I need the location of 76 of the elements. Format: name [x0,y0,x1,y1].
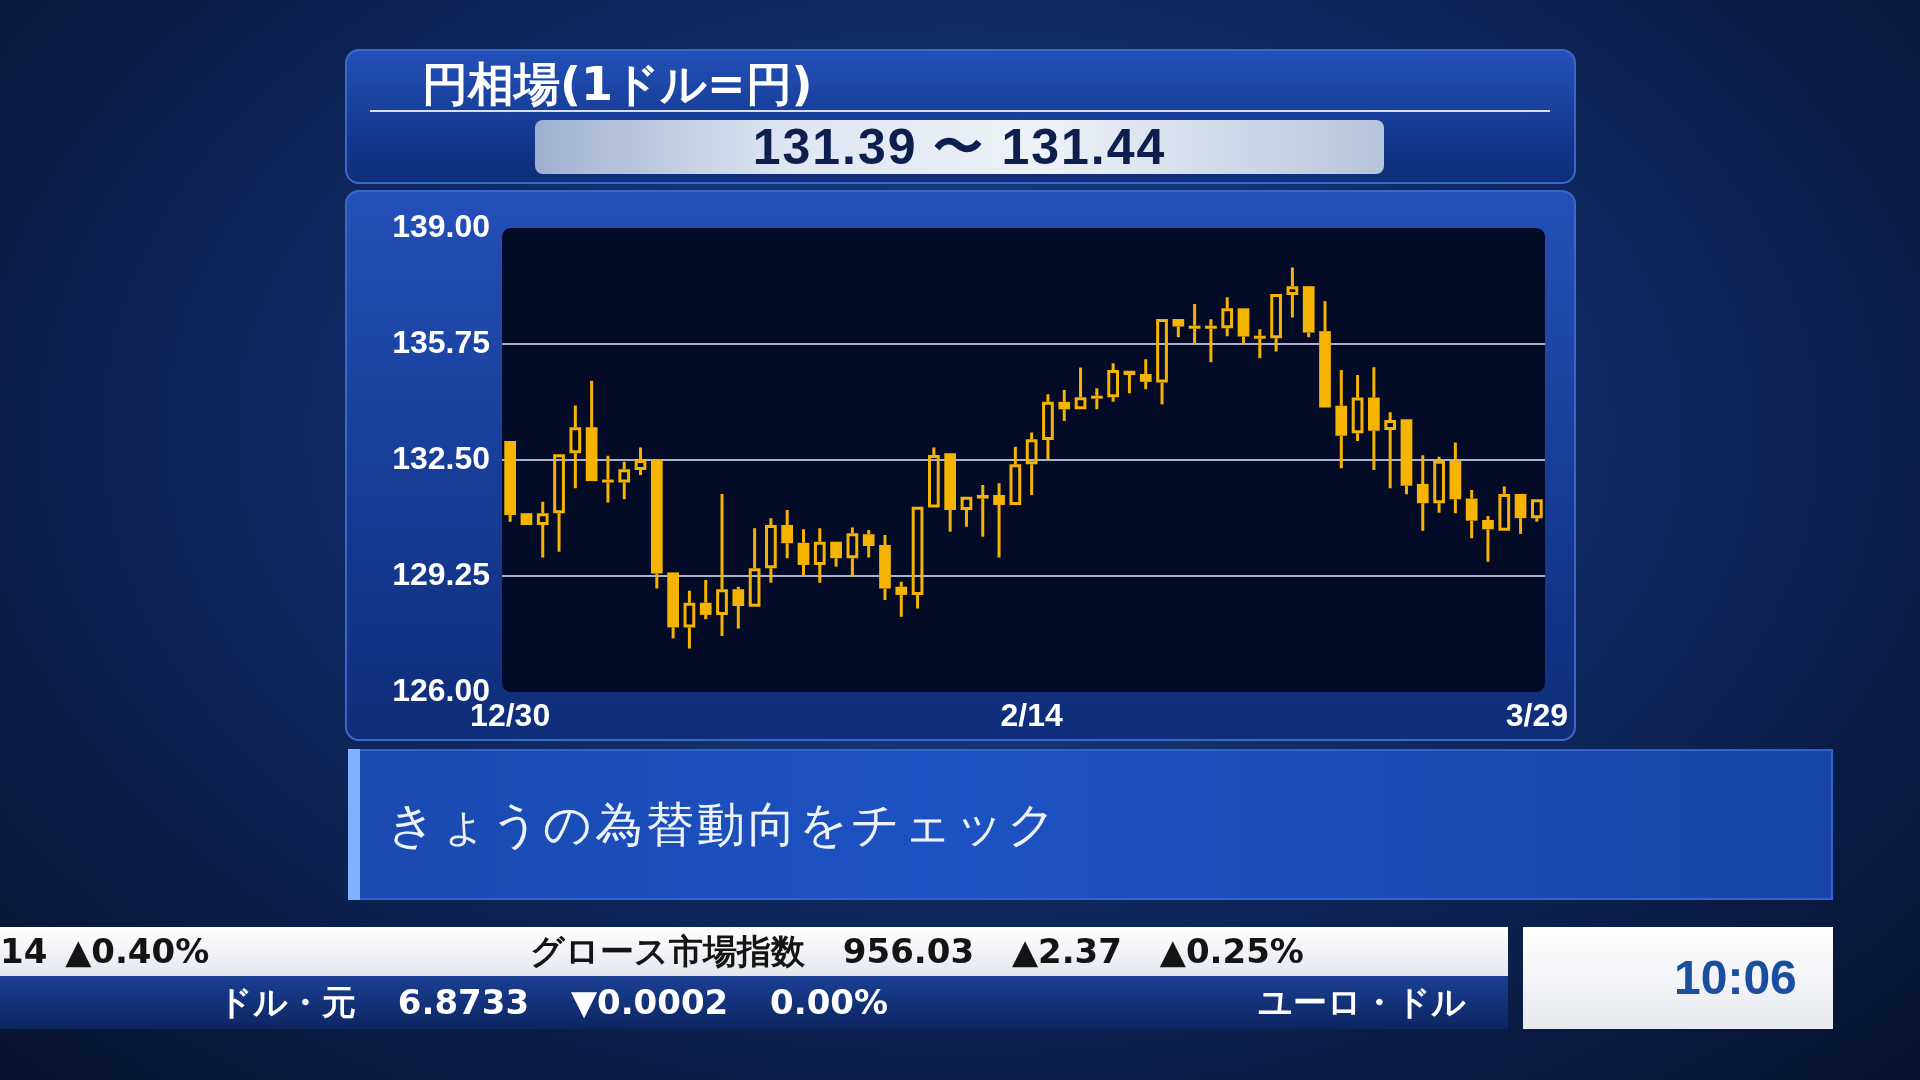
candlestick [1042,394,1054,460]
candlestick [781,509,794,559]
candlestick [1319,301,1331,408]
candlestick [1237,308,1250,344]
candlestick [993,483,1005,558]
candlestick [1384,412,1397,489]
candlestick [1074,367,1087,410]
candlestick [1416,455,1429,531]
candlestick [928,447,940,508]
candlestick [1465,489,1478,539]
candlestick [748,528,761,607]
candlestick [1514,493,1527,534]
y-tick-label: 129.25 [392,555,490,592]
candlestick [944,453,957,532]
candlestick [862,529,875,558]
candlestick [602,455,614,503]
candlestick [1400,419,1413,495]
candlestick [765,518,777,583]
candlestick [1335,370,1348,469]
text: ドル・元 6.8733 ▼0.0002 0.00% [218,981,889,1024]
candlestick [634,447,647,475]
candlestick [976,484,989,537]
candlestick [1188,304,1201,344]
candlestick [536,501,549,558]
candlestick [716,493,728,636]
text: ユーロ・ドル [1258,981,1466,1024]
y-tick-label: 135.75 [392,323,490,360]
text: 10:06 [1674,950,1797,1006]
candlestick [1351,375,1364,442]
candlestick [1107,363,1119,402]
candlestick [1433,456,1445,513]
candlestick [553,454,565,552]
candlestick [1221,297,1234,337]
candlestick [504,441,517,522]
candlestick [650,460,663,589]
candlestick [813,528,826,583]
candlestick [895,581,908,617]
candlestick [1058,390,1071,422]
candlestick [569,405,582,489]
candlestick [699,579,712,620]
candlestick [1286,267,1299,318]
candlestick [520,513,533,525]
candlestick [846,527,859,577]
text: グロース市場指数 956.03 ▲2.37 ▲0.25% [530,930,1304,973]
candlestick [1498,486,1511,531]
candlestick [618,461,631,500]
candlestick [830,541,842,567]
candlestick [1139,359,1152,390]
chart-subtitle: 131.39 〜 131.44 [752,117,1167,177]
candlestick [1090,388,1103,410]
x-tick-label: 3/29 [1505,697,1568,734]
y-tick-label: 132.50 [392,439,490,476]
candlestick [585,379,598,482]
candlestick [683,590,696,649]
candlestick [1270,294,1282,352]
candlestick [960,496,973,527]
candlestick [1482,516,1494,562]
chart-title: 円相場(1ドル=円) [422,56,813,113]
candlestick [732,586,745,629]
text: 14 ▲0.40% [0,930,210,973]
x-tick-label: 2/14 [1000,697,1063,734]
candlestick [797,529,810,575]
candlestick [1172,319,1185,339]
candlestick [1368,367,1380,470]
candlestick [1205,319,1217,363]
candlestick [1009,445,1022,505]
candlestick [1449,442,1462,514]
text: きょうの為替動向をチェック [387,795,1059,854]
candlestick [879,534,891,600]
candlestick [667,572,679,639]
candlestick [1025,432,1038,495]
candlestick [1530,499,1543,522]
candlestick [1253,329,1266,359]
candlestick [1156,319,1168,405]
candlestick [911,506,924,609]
y-tick-label: 139.00 [392,207,490,244]
